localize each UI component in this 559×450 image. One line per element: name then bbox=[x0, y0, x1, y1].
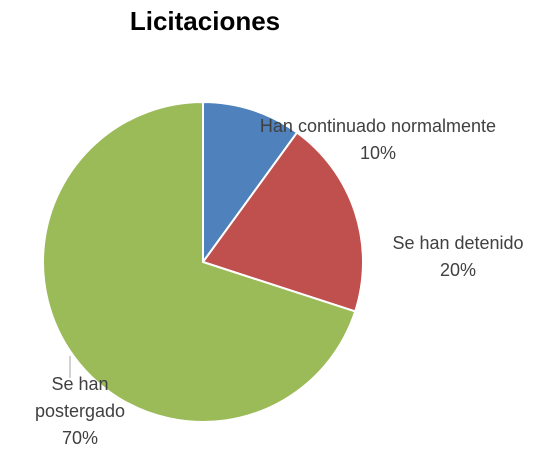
category-label: Han continuado normalmente bbox=[259, 116, 497, 136]
category-label: Se han postergado bbox=[34, 374, 126, 421]
slice-label: Se han postergado 70% bbox=[25, 371, 135, 450]
category-label: Se han detenido bbox=[392, 233, 524, 253]
chart-title: Licitaciones bbox=[129, 6, 281, 36]
value-label: 10% bbox=[359, 143, 397, 163]
pie-slice bbox=[42, 100, 357, 423]
pie-slice bbox=[201, 131, 364, 313]
slice-label: Han continuado normalmente 10% bbox=[218, 113, 538, 167]
value-label: 70% bbox=[61, 428, 99, 448]
pie-slice bbox=[202, 100, 299, 266]
slice-label: Se han detenido 20% bbox=[358, 230, 558, 284]
value-label: 20% bbox=[439, 260, 477, 280]
